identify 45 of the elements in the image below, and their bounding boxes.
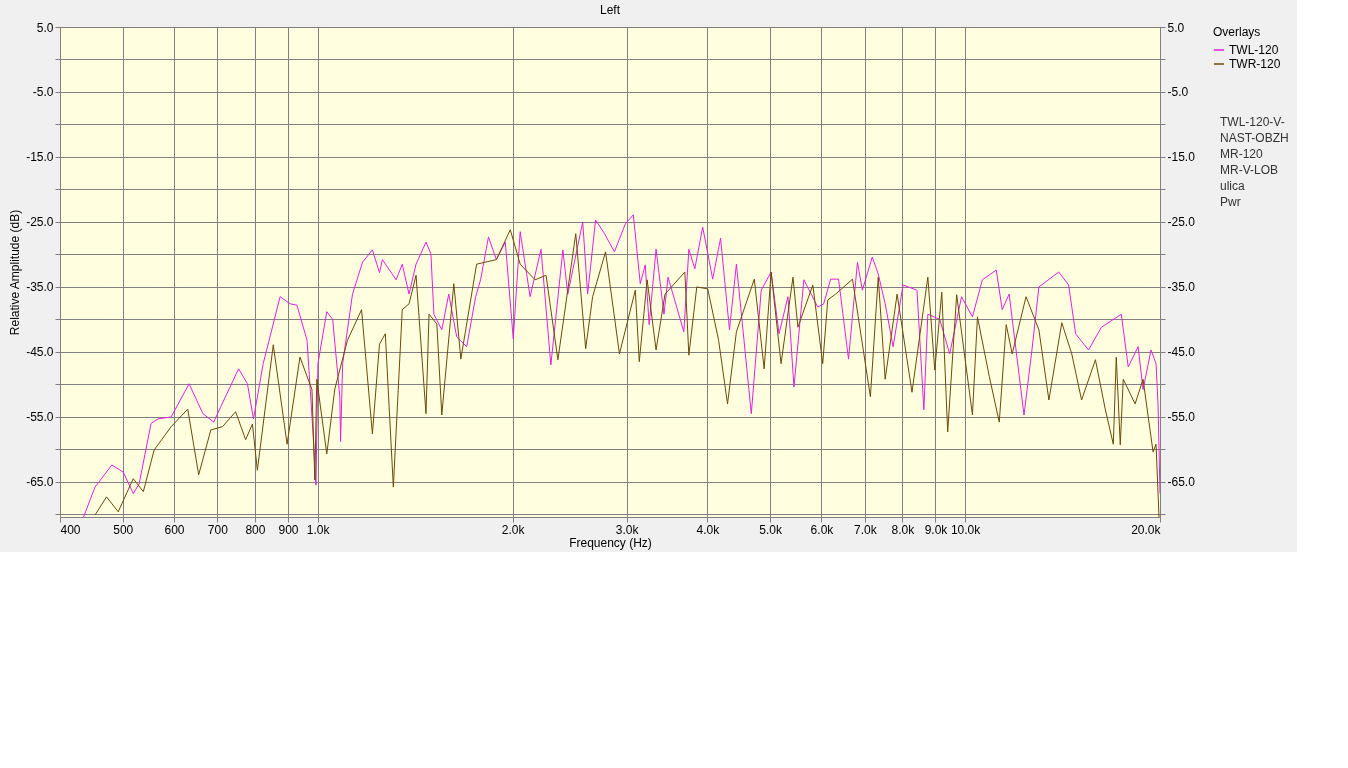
legend-title: Overlays [1213, 25, 1261, 39]
y-tick-label: -15.0 [26, 150, 54, 165]
x-tick-label: 2.0k [501, 522, 526, 537]
x-tick-label: 400 [60, 522, 81, 537]
text: TWL-120-V- [1220, 115, 1285, 129]
y2-tick-label: 5.0 [1167, 20, 1185, 35]
text: MR-120 [1220, 147, 1264, 161]
text: ulica [1220, 179, 1246, 193]
x-tick-label: 3.0k [615, 522, 640, 537]
x-tick-label: 10.0k [950, 522, 982, 537]
y-tick-label: 5.0 [36, 20, 54, 35]
y-tick-label: -45.0 [26, 345, 54, 360]
x-tick-label: 900 [278, 522, 299, 537]
x-tick-label: 600 [164, 522, 185, 537]
x-tick-label: 20.0k [1131, 522, 1162, 537]
y-tick-label: -5.0 [32, 85, 54, 100]
y2-tick-label: -35.0 [1167, 280, 1196, 295]
y2-tick-label: -45.0 [1167, 345, 1196, 360]
text: NAST-OBZH [1220, 131, 1289, 145]
x-tick-label: 800 [245, 522, 266, 537]
x-tick-label: 4.0k [696, 522, 721, 537]
x-tick-label: 1.0k [306, 522, 331, 537]
y-tick-label: -25.0 [26, 215, 54, 230]
x-axis-title: Frequency (Hz) [569, 535, 652, 550]
y-tick-label: -55.0 [26, 410, 54, 425]
y2-tick-label: -15.0 [1167, 150, 1196, 165]
chart-title: Left [599, 3, 621, 17]
y-tick-label: -65.0 [26, 475, 54, 490]
y2-tick-label: -25.0 [1167, 215, 1196, 230]
text: Pwr [1220, 195, 1241, 209]
x-tick-label: 6.0k [810, 522, 835, 537]
y2-tick-label: -65.0 [1167, 475, 1196, 490]
text: MR-V-LOB [1220, 163, 1279, 177]
x-tick-label: 500 [113, 522, 134, 537]
y2-tick-label: -55.0 [1167, 410, 1196, 425]
legend-label: TWR-120 [1229, 57, 1281, 71]
y-tick-label: -35.0 [26, 280, 54, 295]
y2-tick-label: -5.0 [1167, 85, 1189, 100]
x-tick-label: 9.0k [924, 522, 949, 537]
x-tick-label: 7.0k [853, 522, 878, 537]
x-tick-label: 700 [207, 522, 229, 537]
legend-label: TWL-120 [1229, 43, 1279, 57]
y-axis-title: Relative Amplitude (dB) [8, 209, 23, 336]
x-tick-label: 8.0k [891, 522, 916, 537]
x-tick-label: 5.0k [759, 522, 784, 537]
